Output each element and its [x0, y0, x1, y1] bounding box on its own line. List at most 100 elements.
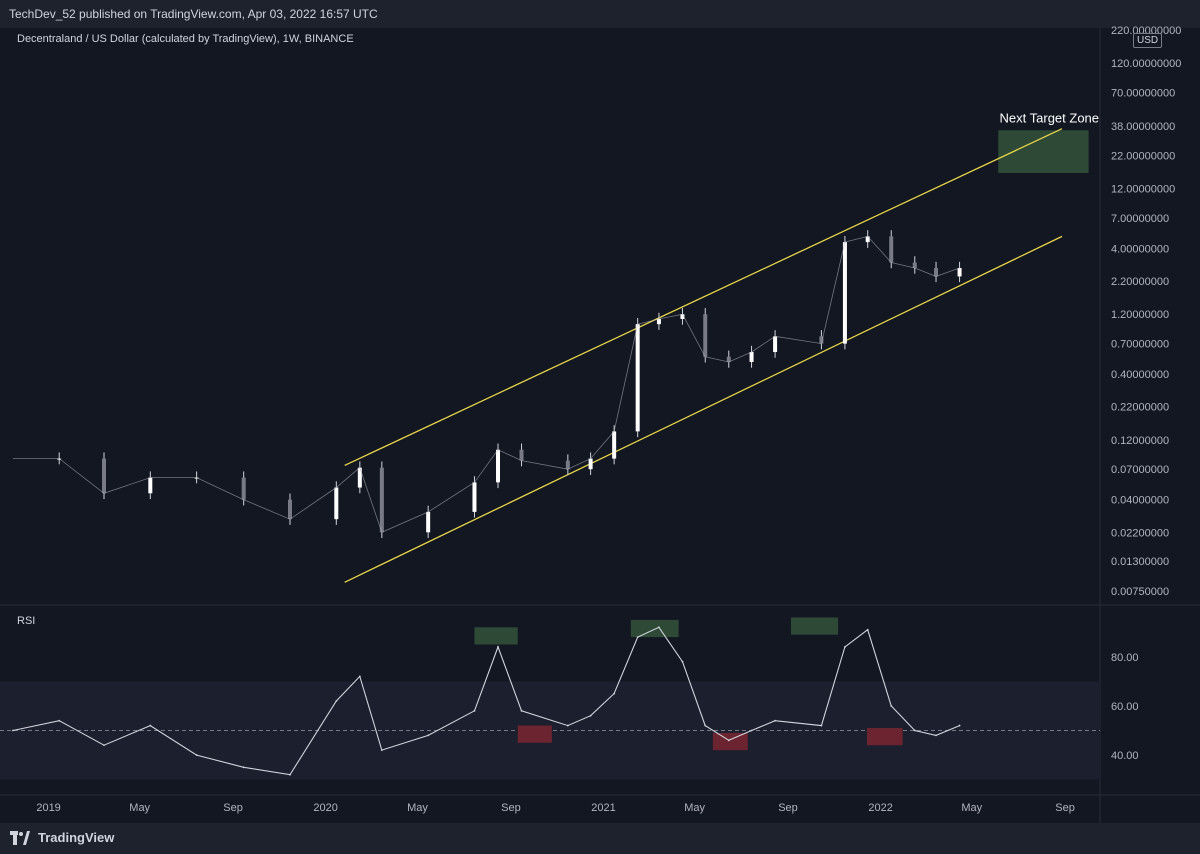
price-tick-label: 0.00750000 [1111, 586, 1169, 598]
price-tick-label: 0.04000000 [1111, 495, 1169, 507]
candle-body [749, 352, 754, 362]
price-close-line [12, 235, 960, 533]
price-tick-label: 0.01300000 [1111, 556, 1169, 568]
price-tick-label: 0.40000000 [1111, 369, 1169, 381]
candle-body [612, 431, 617, 459]
rsi-point [613, 692, 616, 695]
time-tick-label: Sep [223, 802, 243, 814]
candle-body [703, 314, 708, 357]
candle-body [472, 482, 477, 512]
tradingview-logo-icon [10, 831, 30, 845]
published-by-text: TechDev_52 published on TradingView.com,… [9, 7, 378, 21]
rsi-point [727, 739, 730, 742]
candle-body [588, 458, 593, 470]
tradingview-logo[interactable]: TradingView [8, 830, 168, 846]
candle-body [773, 336, 778, 353]
rsi-point [566, 724, 569, 727]
rsi-overbought-box [791, 617, 839, 635]
price-tick-label: 38.00000000 [1111, 121, 1175, 133]
candle-body [379, 467, 384, 533]
rsi-oversold-box [517, 725, 552, 743]
candle-body [680, 314, 685, 319]
rsi-point [658, 626, 660, 629]
rsi-point [750, 729, 753, 732]
rsi-point [681, 660, 684, 663]
footer-bar [0, 823, 1200, 854]
price-tick-label: 12.00000000 [1111, 184, 1175, 196]
candle-body [357, 467, 362, 488]
candle-body [102, 458, 107, 494]
rsi-point [473, 709, 476, 712]
target-zone-label: Next Target Zone [1000, 110, 1099, 125]
rsi-point [935, 734, 937, 737]
candle-body [656, 318, 661, 325]
price-tick-label: 0.12000000 [1111, 435, 1169, 447]
time-tick-label: Sep [778, 802, 798, 814]
rsi-point [958, 724, 961, 727]
rsi-point [380, 749, 383, 752]
price-tick-label: 7.00000000 [1111, 213, 1169, 225]
rsi-point [890, 705, 893, 707]
price-candles [57, 230, 962, 539]
publish-header: TechDev_52 published on TradingView.com,… [0, 0, 1200, 28]
candle-body [495, 449, 500, 483]
rsi-tick-label: 40.00 [1111, 750, 1139, 762]
time-tick-label: 2019 [36, 802, 60, 814]
candle-body [194, 477, 199, 479]
rsi-point [149, 724, 152, 727]
rsi-point [866, 628, 869, 631]
tradingview-brand-text: TradingView [38, 830, 115, 845]
time-tick-label: May [684, 802, 705, 814]
time-tick-label: 2021 [591, 802, 615, 814]
candle-body [889, 236, 894, 263]
channel-upper-line [344, 128, 1063, 467]
candle-body [842, 242, 847, 344]
time-tick-label: 2020 [313, 802, 337, 814]
rsi-point [774, 719, 776, 722]
rsi-point [636, 636, 639, 639]
rsi-point [520, 709, 523, 712]
candle-body [334, 487, 339, 520]
rsi-point [58, 719, 61, 722]
rsi-point [335, 700, 338, 702]
candle-body [635, 324, 640, 432]
time-tick-label: Sep [501, 802, 521, 814]
rsi-point [289, 773, 291, 776]
rsi-point [195, 754, 198, 756]
price-tick-label: 0.70000000 [1111, 339, 1169, 351]
rsi-point [913, 729, 916, 732]
time-tick-label: Sep [1055, 802, 1075, 814]
time-tick-label: May [407, 802, 428, 814]
time-tick-label: 2022 [868, 802, 892, 814]
price-tick-label: 4.00000000 [1111, 244, 1169, 256]
candle-body [934, 268, 939, 277]
rsi-indicator-label[interactable]: RSI [17, 615, 36, 627]
rsi-point [242, 766, 245, 769]
chart-title: Decentraland / US Dollar (calculated by … [17, 33, 354, 45]
rsi-tick-label: 60.00 [1111, 701, 1139, 713]
candle-body [957, 268, 962, 277]
candle-body [426, 511, 431, 533]
price-tick-label: 220.00000000 [1111, 25, 1181, 37]
candle-body [912, 262, 917, 269]
candle-body [148, 477, 153, 494]
price-tick-label: 22.00000000 [1111, 151, 1175, 163]
price-tick-label: 120.00000000 [1111, 58, 1181, 70]
time-tick-label: May [129, 802, 150, 814]
price-tick-label: 70.00000000 [1111, 87, 1175, 99]
rsi-oversold-box [712, 732, 748, 751]
candle-body [819, 336, 824, 344]
channel-lower-line [344, 235, 1063, 583]
price-tick-label: 0.07000000 [1111, 464, 1169, 476]
candle-body [865, 236, 870, 243]
rsi-point [12, 729, 14, 732]
candle-body [565, 460, 570, 470]
rsi-point [589, 714, 592, 717]
price-axis: 220.00000000 120.00000000 70.00000000 38.00… [1111, 25, 1181, 598]
price-tick-label: 1.20000000 [1111, 309, 1169, 321]
currency-label[interactable]: USD [1133, 33, 1163, 48]
rsi-axis: 80.00 60.00 40.00 [1111, 652, 1139, 762]
candle-body [519, 449, 524, 461]
time-axis: 2019 May Sep 2020 May Sep 2021 May Sep 2022 May Sep [36, 802, 1075, 814]
